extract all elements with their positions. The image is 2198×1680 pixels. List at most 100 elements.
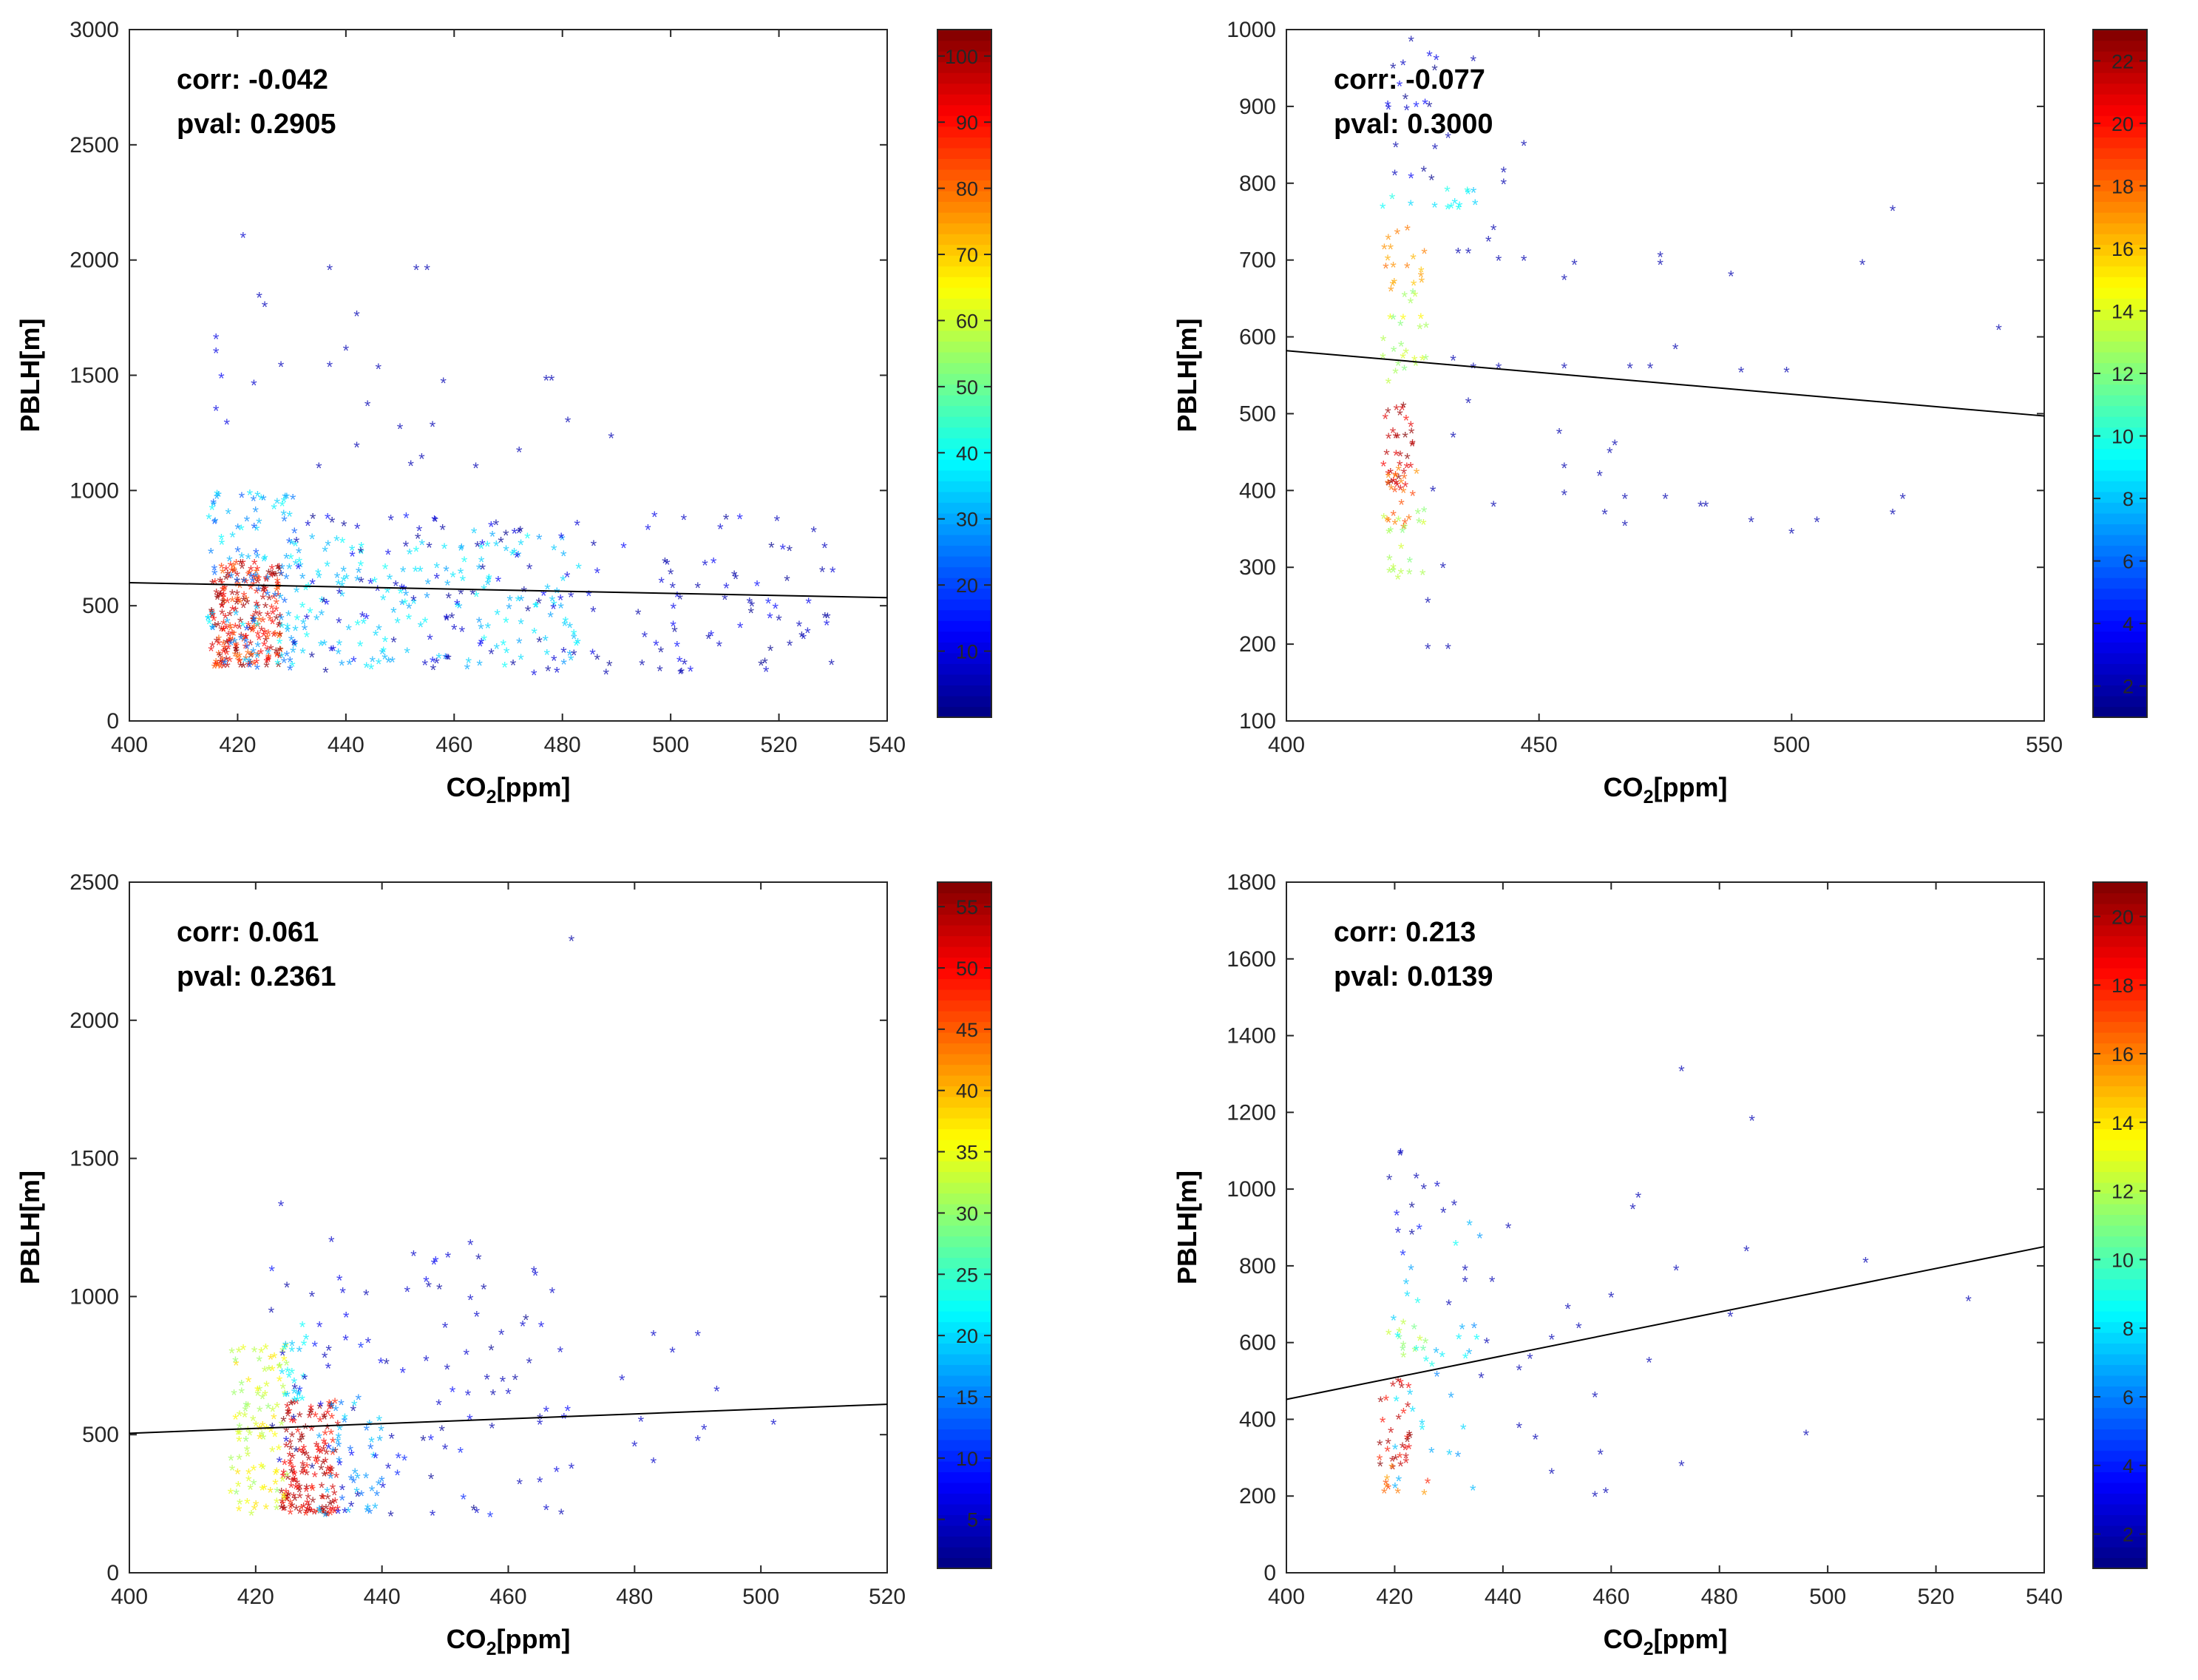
scatter-point: *: [283, 1423, 290, 1442]
scatter-point: *: [318, 1503, 325, 1521]
y-tick-label: 1000: [1227, 18, 1276, 42]
colorbar-band: [2093, 1171, 2147, 1183]
scatter-point: *: [1627, 359, 1633, 378]
colorbar-tick-label: 100: [945, 46, 978, 68]
scatter-point: *: [1548, 1465, 1555, 1483]
scatter-point: *: [433, 1253, 439, 1272]
scatter-point: *: [240, 633, 247, 651]
scatter-point: *: [281, 1352, 288, 1370]
scatter-point: *: [475, 538, 481, 557]
scatter-point: *: [325, 509, 331, 528]
scatter-point: *: [1464, 183, 1471, 202]
scatter-point: *: [478, 540, 485, 558]
x-axis-label: CO2[ppm]: [447, 772, 571, 807]
scatter-point: *: [1395, 470, 1402, 489]
scatter-point: *: [723, 511, 730, 529]
colorbar-band: [2093, 427, 2147, 438]
scatter-point: *: [1407, 1429, 1414, 1447]
scatter-point: *: [1407, 553, 1414, 572]
colorbar-band: [937, 491, 991, 503]
scatter-point: *: [358, 1339, 364, 1358]
scatter-point: *: [279, 1497, 286, 1515]
scatter-point: *: [243, 621, 250, 640]
scatter-point: *: [1381, 1484, 1388, 1503]
scatter-point: *: [768, 538, 775, 557]
scatter-point: *: [514, 549, 520, 567]
scatter-point: *: [354, 1488, 361, 1506]
colorbar-band: [937, 201, 991, 213]
scatter-point: *: [294, 583, 300, 602]
scatter-point: *: [332, 1494, 339, 1513]
scatter-point: *: [1402, 515, 1408, 534]
scatter-point: *: [217, 648, 223, 667]
scatter-point: *: [444, 612, 450, 630]
scatter-point: *: [282, 1388, 288, 1406]
scatter-point: *: [510, 656, 517, 674]
scatter-point: *: [387, 570, 393, 589]
scatter-point: *: [282, 1489, 288, 1508]
scatter-point: *: [1416, 514, 1422, 532]
scatter-point: *: [1390, 1378, 1397, 1396]
colorbar-band: [937, 935, 991, 947]
scatter-point: *: [442, 1318, 449, 1337]
colorbar-band: [2093, 1429, 2147, 1440]
scatter-point: *: [1392, 429, 1399, 447]
scatter-point: *: [316, 1318, 323, 1337]
x-axis-label: CO2[ppm]: [1604, 1624, 1728, 1659]
scatter-point: *: [296, 1343, 303, 1361]
scatter-point: *: [274, 1399, 281, 1418]
scatter-point: *: [262, 599, 269, 617]
scatter-point: *: [265, 626, 272, 645]
scatter-point: *: [338, 1396, 345, 1415]
scatter-point: *: [251, 615, 257, 634]
scatter-point: *: [360, 615, 367, 634]
scatter-point: *: [288, 631, 295, 650]
scatter-point: *: [1417, 320, 1423, 339]
scatter-point: *: [260, 1431, 267, 1449]
scatter-point: *: [282, 1501, 288, 1520]
scatter-point: *: [1410, 250, 1417, 268]
colorbar-band: [2093, 685, 2147, 697]
scatter-point: *: [488, 1341, 495, 1360]
scatter-point: *: [282, 490, 288, 508]
scatter-point: *: [220, 616, 227, 634]
scatter-point: *: [328, 1409, 335, 1428]
scatter-point: *: [456, 599, 463, 617]
colorbar-band: [2093, 1150, 2147, 1162]
scatter-point: *: [254, 599, 261, 617]
scatter-point: *: [263, 571, 270, 589]
scatter-point: *: [594, 564, 601, 583]
colorbar-tick-label: 10: [2111, 1249, 2134, 1271]
scatter-point: *: [1400, 1439, 1406, 1457]
scatter-point: *: [653, 637, 659, 655]
scatter-point: *: [272, 1466, 279, 1484]
scatter-point: *: [1394, 430, 1401, 448]
scatter-point: *: [450, 569, 456, 587]
scatter-point: *: [335, 645, 342, 663]
scatter-point: *: [208, 501, 215, 520]
scatter-point: *: [276, 560, 282, 578]
scatter-point: *: [1788, 524, 1795, 543]
scatter-point: *: [413, 261, 420, 280]
scatter-point: *: [379, 1472, 385, 1491]
scatter-point: *: [256, 571, 262, 589]
scatter-point: *: [1400, 1246, 1406, 1264]
colorbar-band: [937, 51, 991, 63]
scatter-point: *: [471, 524, 478, 543]
scatter-point: *: [1398, 565, 1405, 583]
scatter-point: *: [282, 1386, 288, 1405]
scatter-point: *: [1462, 1349, 1469, 1368]
scatter-point: *: [328, 1506, 334, 1525]
colorbar-band: [937, 685, 991, 697]
scatter-point: *: [242, 630, 249, 648]
scatter-point: *: [489, 528, 496, 546]
scatter-point: *: [250, 622, 257, 640]
scatter-point: *: [774, 512, 781, 531]
scatter-point: *: [301, 1337, 308, 1355]
scatter-point: *: [1385, 525, 1392, 543]
scatter-point: *: [1404, 259, 1411, 277]
scatter-point: *: [234, 568, 240, 586]
scatter-point: *: [210, 495, 217, 514]
scatter-point: *: [213, 344, 220, 362]
scatter-point: *: [474, 1308, 481, 1327]
